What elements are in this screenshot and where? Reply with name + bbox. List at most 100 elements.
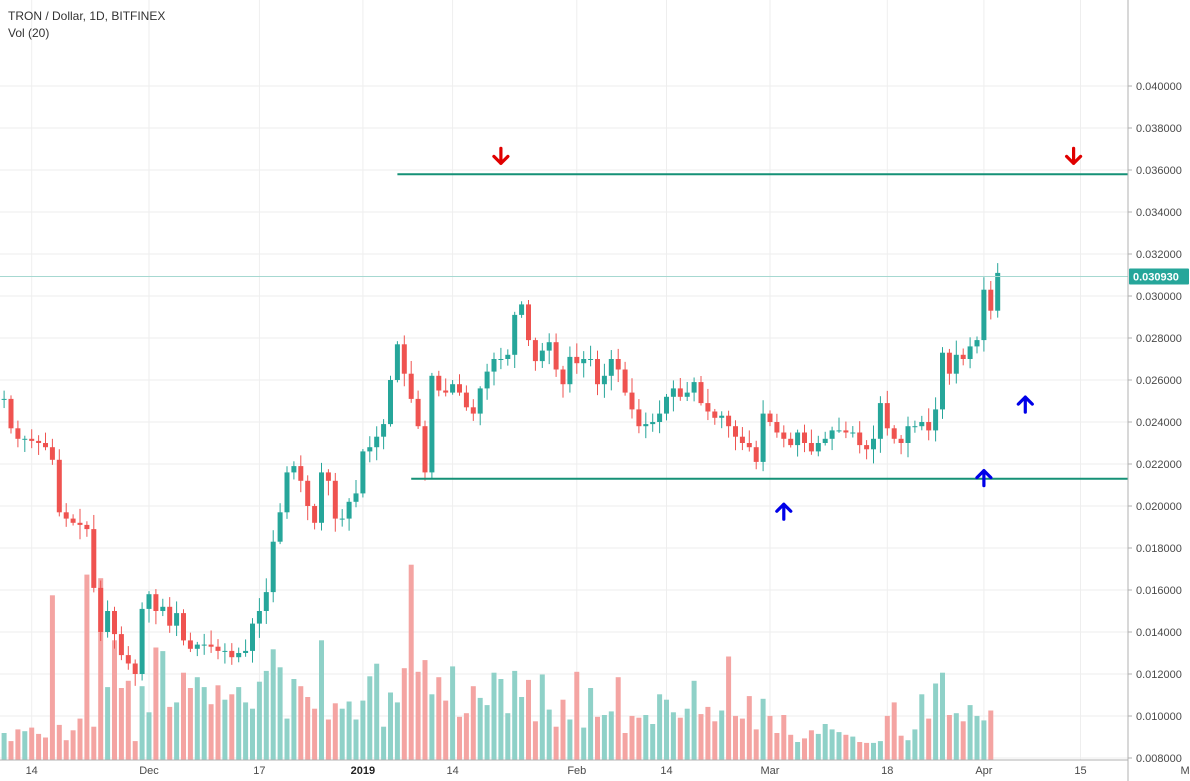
- volume-bar: [850, 736, 856, 760]
- volume-bar: [712, 721, 718, 760]
- time-axis[interactable]: 14 Dec 17 2019 14 Feb 14 Mar 18 Apr 15 May: [0, 759, 1190, 777]
- candle: [443, 378, 449, 397]
- candle: [781, 425, 787, 448]
- candle-body: [84, 524, 90, 530]
- volume-bar: [595, 716, 600, 760]
- volume-bar: [236, 687, 242, 760]
- arrow-up-icon[interactable]: [775, 502, 793, 521]
- volume-bar: [250, 708, 255, 760]
- candle-body: [415, 398, 421, 427]
- candle-body: [49, 447, 55, 460]
- price-tick-label: 0.018000: [1136, 543, 1182, 555]
- arrow-down-icon[interactable]: [1065, 146, 1083, 165]
- candle: [284, 466, 290, 519]
- volume-bar: [822, 724, 828, 760]
- volume-bar: [450, 666, 456, 760]
- candle-body: [608, 359, 614, 376]
- candle: [650, 413, 656, 432]
- price-tick-label: 0.014000: [1136, 627, 1182, 639]
- price-axis[interactable]: 0.008000 0.010000 0.012000 0.014000 0.016000…: [1127, 0, 1190, 781]
- candle: [912, 420, 918, 433]
- candle: [477, 386, 483, 426]
- candle-body: [871, 438, 876, 450]
- volume-bar: [132, 741, 138, 760]
- candle-body: [401, 344, 407, 374]
- volume-bar: [871, 742, 876, 760]
- candle: [484, 363, 490, 400]
- candle-body: [843, 430, 849, 433]
- volume-bar: [608, 711, 614, 760]
- volume-bar: [912, 729, 918, 760]
- candle: [84, 521, 90, 537]
- candle-body: [739, 436, 745, 443]
- volume-bar: [477, 697, 483, 760]
- candle-body: [208, 644, 214, 647]
- volume-bar: [270, 649, 276, 760]
- volume-bar: [429, 694, 435, 760]
- candle-body: [374, 436, 380, 448]
- candle-body: [864, 445, 870, 450]
- candle-body: [477, 388, 483, 414]
- candle: [657, 400, 663, 434]
- candle-body: [705, 403, 711, 412]
- candle: [367, 436, 373, 463]
- candle-body: [526, 304, 531, 341]
- last-price-tag-label: 0.030930: [1133, 271, 1179, 283]
- volume-bar: [622, 733, 628, 760]
- arrow-up-icon[interactable]: [1016, 395, 1034, 414]
- volume-bar: [774, 733, 780, 760]
- candle: [236, 647, 242, 663]
- volume-bar: [739, 718, 745, 760]
- candle: [256, 598, 262, 638]
- last-price-tag: 0.030930: [1129, 268, 1189, 285]
- candle: [967, 337, 973, 369]
- candle: [463, 385, 469, 411]
- candle: [815, 435, 821, 457]
- candle-body: [146, 594, 152, 609]
- volume-bar: [84, 574, 90, 760]
- candle: [305, 475, 311, 521]
- candle: [70, 514, 76, 526]
- volume-bars: [1, 564, 994, 760]
- arrow-down-icon[interactable]: [492, 146, 510, 165]
- volume-bar: [457, 716, 462, 760]
- candle-body: [284, 472, 290, 513]
- candle-body: [691, 382, 697, 393]
- candle: [408, 360, 414, 403]
- candle-body: [339, 518, 345, 520]
- arrow-up-icon[interactable]: [975, 469, 993, 488]
- candle-body: [394, 344, 400, 380]
- volume-bar: [215, 685, 221, 760]
- candle-body: [381, 424, 387, 437]
- volume-bar: [29, 727, 35, 760]
- volume-bar: [767, 715, 773, 760]
- candle: [56, 449, 62, 517]
- volume-bar: [988, 710, 994, 760]
- candle: [415, 390, 421, 429]
- candle-body: [222, 650, 228, 652]
- volume-bar: [829, 729, 835, 760]
- volume-bar: [160, 651, 166, 760]
- volume-bar: [181, 672, 186, 760]
- volume-bar: [629, 715, 635, 760]
- candle-body: [512, 314, 518, 355]
- candle: [532, 337, 538, 371]
- candle-body: [953, 354, 959, 374]
- candle: [63, 503, 69, 527]
- candle: [636, 399, 642, 434]
- candle: [601, 363, 607, 398]
- candle-body: [684, 392, 690, 397]
- price-tick-label: 0.034000: [1136, 207, 1182, 219]
- volume-bar: [139, 686, 145, 760]
- candle-body: [360, 451, 366, 494]
- volume-bar: [484, 705, 490, 760]
- candle: [291, 461, 297, 480]
- volume-bar: [643, 715, 649, 760]
- candle: [112, 606, 117, 649]
- volume-bar: [319, 640, 324, 760]
- candle-body: [933, 409, 939, 431]
- grid: [0, 0, 1128, 760]
- volume-bar: [408, 564, 414, 760]
- chart-title: TRON / Dollar, 1D, BITFINEX: [8, 9, 166, 23]
